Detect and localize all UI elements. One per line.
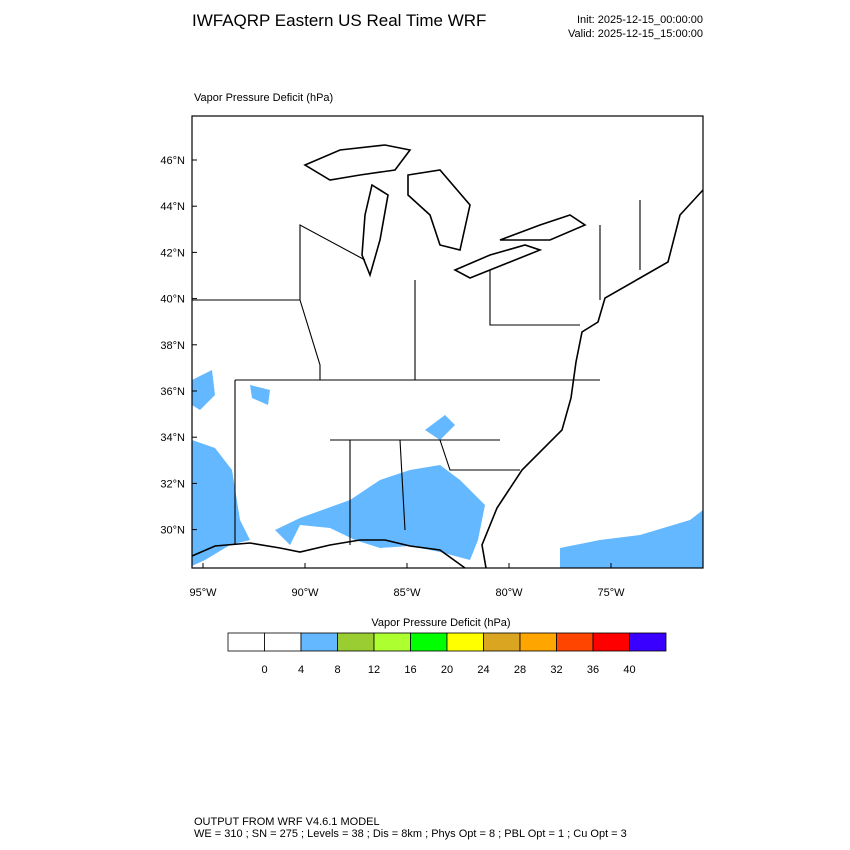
lon-label: 80°W [495, 587, 523, 599]
colorbar-label: 24 [477, 664, 489, 676]
colorbar-box [629, 632, 667, 652]
colorbar-label: 0 [261, 664, 267, 676]
lon-label: 75°W [597, 587, 625, 599]
lake [303, 144, 412, 181]
colorbar-label: 28 [514, 664, 526, 676]
colorbar-title: Vapor Pressure Deficit (hPa) [371, 617, 510, 629]
lake [499, 214, 587, 241]
colorbar-box [446, 632, 484, 652]
colorbar-label: 4 [298, 664, 304, 676]
colorbar-box [519, 632, 557, 652]
vpd-region [250, 385, 270, 405]
title: IWFAQRP Eastern US Real Time WRF [192, 11, 486, 30]
colorbar-box [556, 632, 594, 652]
colorbar-label: 8 [334, 664, 340, 676]
coastline [191, 539, 466, 569]
vpd-region [425, 415, 455, 440]
colorbar-box [483, 632, 521, 652]
field-label: Vapor Pressure Deficit (hPa) [194, 92, 333, 104]
map-frame [191, 115, 704, 569]
lat-label: 44°N [160, 201, 185, 213]
colorbar-box [227, 632, 265, 652]
lat-label: 46°N [160, 155, 185, 167]
footer-line: WE = 310 ; SN = 275 ; Levels = 38 ; Dis … [194, 828, 627, 840]
vpd-region [560, 510, 703, 568]
lat-label: 38°N [160, 340, 185, 352]
vpd-region [192, 370, 215, 410]
colorbar-box [337, 632, 375, 652]
colorbar-box [410, 632, 448, 652]
lat-label: 42°N [160, 247, 185, 259]
colorbar-box [592, 632, 630, 652]
colorbar-box [300, 632, 338, 652]
lake [453, 244, 543, 279]
colorbar-label: 20 [441, 664, 453, 676]
colorbar-box [264, 632, 302, 652]
colorbar-label: 16 [404, 664, 416, 676]
colorbar: 0 4 8 12 16 20 24 28 32 36 40 [227, 632, 667, 676]
colorbar-label: 40 [623, 664, 635, 676]
lat-label: 32°N [160, 478, 185, 490]
lon-label: 90°W [291, 587, 319, 599]
valid-time: Valid: 2025-12-15_15:00:00 [568, 28, 703, 40]
init-time: Init: 2025-12-15_00:00:00 [577, 14, 703, 26]
map-axes: 46°N 44°N 42°N 40°N 38°N 36°N 34°N 32°N 30°N 95°W… [160, 155, 625, 599]
colorbar-label: 12 [368, 664, 380, 676]
colorbar-box [373, 632, 411, 652]
lon-label: 85°W [393, 587, 421, 599]
lake [361, 183, 389, 278]
state-boundary [192, 200, 641, 545]
lat-label: 36°N [160, 386, 185, 398]
footer-line: OUTPUT FROM WRF V4.6.1 MODEL [194, 816, 380, 828]
map [191, 115, 704, 569]
lon-label: 95°W [189, 587, 217, 599]
lat-label: 30°N [160, 525, 185, 537]
lat-label: 40°N [160, 294, 185, 306]
colorbar-label: 36 [587, 664, 599, 676]
lake [407, 169, 471, 251]
lat-label: 34°N [160, 432, 185, 444]
vpd-region [275, 465, 485, 560]
coastline [481, 189, 704, 569]
colorbar-label: 32 [550, 664, 562, 676]
